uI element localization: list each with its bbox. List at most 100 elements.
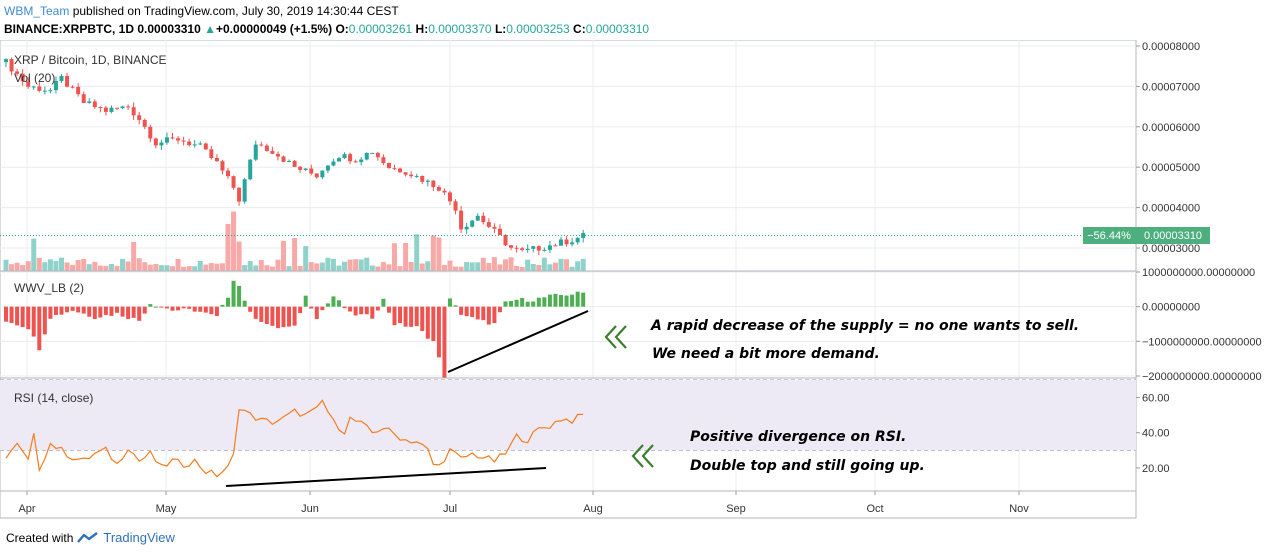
author-link[interactable]: WBM_Team [4, 4, 70, 18]
volume-bar [281, 240, 286, 271]
wwv-bar [120, 306, 125, 317]
wwv-bar [348, 306, 353, 312]
candle-body [31, 86, 36, 88]
wwv-bar [92, 306, 97, 320]
volume-bar [525, 259, 531, 271]
volume-bar [258, 260, 264, 271]
change-badge [1083, 227, 1137, 244]
last-price: 0.00003310 [137, 22, 201, 36]
volume-bar [142, 262, 148, 271]
candle-body [209, 149, 214, 158]
wwv-bar [486, 306, 491, 325]
volume-bar [25, 261, 31, 271]
volume-bar [214, 263, 220, 271]
candle-body [292, 160, 297, 167]
wwv-bar [559, 295, 563, 307]
volume-bar [64, 262, 70, 271]
candle-body [475, 215, 480, 221]
volume-bar [380, 262, 386, 271]
wwv-bar [287, 306, 292, 327]
month-tick-label: Apr [18, 503, 35, 515]
wwv-bar [553, 293, 558, 307]
wwv-bar [76, 306, 81, 313]
change-badge-text: −56.44% [1087, 230, 1131, 242]
candle-body [320, 170, 325, 178]
candle-body [398, 168, 403, 173]
candle-body [237, 187, 242, 202]
price-candles [4, 57, 586, 256]
volume-bar [536, 264, 542, 271]
wwv-bar [575, 291, 580, 307]
candle-body [226, 170, 230, 177]
candle-body [431, 180, 436, 188]
wwv-bar [209, 306, 214, 315]
wwv-bar [431, 306, 436, 342]
candle-body [425, 180, 430, 182]
candle-body [181, 140, 186, 142]
wwv-bar [470, 306, 475, 318]
wwv-bar [20, 306, 25, 328]
volume-bar [97, 265, 103, 271]
wwv-tick-label: 1000000000.00000000 [1142, 267, 1255, 279]
wwv-bar [37, 306, 42, 351]
wwv-bar [564, 295, 569, 307]
candle-body [253, 144, 258, 160]
up-arrow-icon: ▲ [204, 22, 216, 36]
candle-body [115, 107, 119, 109]
wwv-bar [520, 298, 525, 307]
candle-body [70, 86, 75, 88]
candle-body [442, 190, 447, 193]
volume-bar [347, 259, 353, 271]
volume-bar [225, 223, 231, 271]
volume-bar [386, 264, 392, 271]
wwv-bar [536, 297, 541, 307]
candle-body [403, 172, 408, 175]
candle-body [4, 59, 8, 63]
candle-body [570, 242, 575, 245]
candle-body [370, 152, 375, 154]
volume-bar [181, 266, 187, 271]
candle-body [298, 166, 303, 170]
price-tick-label: 0.00005000 [1142, 162, 1200, 174]
wwv-bar [126, 306, 131, 319]
time-axis: Apr May Jun Jul Aug Sep Oct Nov [18, 491, 1029, 515]
volume-bar [158, 265, 164, 271]
price-tick-label: 0.00003000 [1142, 243, 1200, 255]
wwv-bar [142, 306, 147, 314]
volume-bar [480, 257, 486, 271]
wwv-bar [242, 300, 247, 307]
wwv-bar [70, 306, 75, 311]
volume-bar [569, 266, 575, 271]
candle-body [314, 173, 319, 178]
candle-body [26, 81, 31, 87]
volume-bar [564, 259, 570, 271]
wwv-bar [248, 306, 253, 312]
candle-body [575, 237, 580, 243]
candle-body [331, 161, 336, 166]
chart-canvas[interactable]: 0.00008000 0.00007000 0.00006000 0.00005000… [0, 40, 1274, 522]
volume-bar [358, 259, 364, 271]
volume-bar [330, 258, 336, 271]
wwv-bar [325, 303, 330, 307]
volume-bar [3, 259, 9, 271]
wwv-bar [509, 301, 514, 307]
wwv-bar [303, 295, 308, 307]
candle-body [448, 192, 452, 202]
tradingview-brand-link[interactable]: TradingView [103, 530, 175, 545]
volume-bar [303, 246, 309, 271]
volume-bar [392, 243, 397, 271]
wwv-bar [275, 306, 280, 329]
wwv-bar [475, 306, 480, 320]
volume-bar [308, 262, 314, 271]
wwv-bar [386, 306, 391, 313]
wwv-bar [59, 306, 64, 315]
month-tick-label: May [156, 503, 177, 515]
wwv-bar [542, 297, 547, 307]
wwv-bar [176, 306, 181, 311]
volume-bar [236, 241, 242, 271]
price-change: +0.00000049 (+1.5%) [216, 22, 333, 36]
volume-bar [59, 257, 64, 271]
wwv-bar [26, 306, 31, 330]
volume-bar [242, 265, 248, 271]
wwv-bar [148, 304, 153, 307]
